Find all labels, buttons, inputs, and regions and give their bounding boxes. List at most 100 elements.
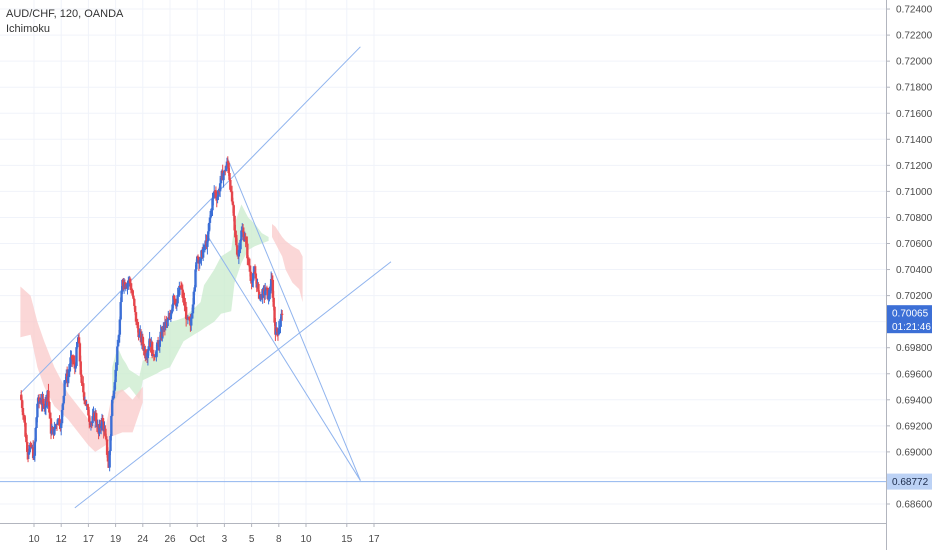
- candle-down: [184, 306, 188, 319]
- candle-down: [233, 215, 236, 231]
- candle-down: [228, 173, 231, 180]
- candle-down: [86, 404, 89, 407]
- candle-down: [105, 436, 108, 440]
- candle-up: [278, 326, 281, 329]
- candle-up: [33, 441, 37, 456]
- candle-up: [28, 445, 31, 453]
- candle-up: [207, 222, 211, 232]
- candle-up: [176, 295, 179, 304]
- trendline: [227, 158, 361, 481]
- candle-down: [196, 256, 200, 259]
- y-tick-label: 0.70400: [896, 265, 932, 276]
- candle-up: [120, 291, 123, 303]
- candle-up: [213, 191, 216, 195]
- candle-down: [229, 179, 232, 190]
- candle-down: [23, 415, 26, 423]
- candle-up: [113, 382, 116, 391]
- y-tick-label: 0.69400: [896, 395, 932, 406]
- candle-down: [235, 245, 239, 255]
- y-tick-label: 0.69200: [896, 421, 932, 432]
- cloud-bear-future: [272, 224, 303, 303]
- candle-up: [175, 303, 178, 307]
- candle-up: [210, 210, 213, 212]
- candle-up: [146, 350, 150, 359]
- candle-up: [192, 291, 195, 305]
- x-tick-label: 15: [341, 534, 353, 545]
- candle-up: [117, 334, 121, 343]
- candle-down: [71, 355, 74, 360]
- candle-up: [196, 256, 199, 263]
- candle-up: [54, 424, 58, 427]
- y-tick-label: 0.70800: [896, 213, 932, 224]
- candle-up: [225, 161, 229, 167]
- indicator-label[interactable]: Ichimoku: [6, 23, 51, 35]
- candle-up: [172, 295, 175, 305]
- candle-down: [144, 349, 147, 359]
- candle-up: [264, 287, 268, 291]
- candle-down: [244, 236, 247, 240]
- candle-up: [111, 399, 114, 416]
- candle-up: [193, 287, 196, 292]
- candle-up: [279, 318, 282, 327]
- candle-up: [68, 366, 71, 372]
- candle-up: [60, 409, 64, 424]
- candle-up: [91, 416, 94, 424]
- trendlines[interactable]: [20, 46, 392, 509]
- candle-down: [156, 342, 160, 344]
- candle-up: [75, 347, 78, 366]
- candle-up: [38, 401, 42, 403]
- symbol-title[interactable]: AUD/CHF, 120, OANDA: [6, 8, 124, 20]
- candle-down: [213, 191, 217, 193]
- x-tick-label: 17: [368, 534, 380, 545]
- candle-up: [277, 328, 280, 335]
- candle-down: [150, 342, 154, 356]
- candle-down: [130, 289, 133, 292]
- candle-down: [88, 415, 91, 422]
- candle-down: [271, 279, 275, 298]
- candle-up: [156, 342, 159, 351]
- time-axis[interactable]: 10 12 17 19 24 26 Oct 3 5 8 10 15 17: [28, 523, 380, 545]
- candle-up: [171, 304, 174, 312]
- candle-up: [237, 249, 241, 257]
- candle-up: [63, 380, 66, 396]
- level-label: 0.68772: [892, 477, 929, 488]
- trendline: [206, 235, 361, 481]
- candle-up: [62, 395, 65, 404]
- y-tick-label: 0.69000: [896, 447, 932, 458]
- y-tick-label: 0.72000: [896, 57, 932, 68]
- candle-down: [31, 447, 35, 459]
- candle-down: [87, 406, 90, 416]
- candle-down: [184, 305, 187, 307]
- countdown-label: 01:21:46: [892, 322, 931, 333]
- price-axis-bg: [887, 0, 932, 550]
- x-tick-label: 10: [28, 534, 40, 545]
- y-tick-label: 0.71600: [896, 109, 932, 120]
- candle-down: [80, 374, 83, 383]
- chart-legend[interactable]: AUD/CHF, 120, OANDA Ichimoku: [6, 7, 123, 37]
- candle-down: [214, 191, 218, 197]
- candle-up: [177, 294, 180, 296]
- last-price-tag: [887, 305, 932, 334]
- candle-up: [35, 417, 38, 428]
- trendline: [74, 261, 392, 509]
- candle-up: [108, 451, 111, 468]
- candle-down: [249, 271, 252, 281]
- candle-up: [111, 398, 115, 400]
- candle-down: [134, 312, 138, 322]
- candle-up: [109, 435, 112, 452]
- y-tick-label: 0.71800: [896, 83, 932, 94]
- candle-up: [66, 376, 70, 382]
- candle-up: [267, 295, 270, 299]
- candle-up: [155, 350, 158, 357]
- grid-lines: [0, 0, 886, 523]
- candle-down: [255, 278, 258, 288]
- candle-down: [270, 278, 274, 280]
- x-tick-label: 3: [222, 534, 228, 545]
- candle-up: [219, 178, 223, 184]
- candle-down: [230, 189, 233, 192]
- last-price-label: 0.70065: [892, 309, 929, 320]
- y-tick-label: 0.71000: [896, 187, 932, 198]
- candle-down: [82, 392, 86, 401]
- level-tag: [887, 473, 932, 490]
